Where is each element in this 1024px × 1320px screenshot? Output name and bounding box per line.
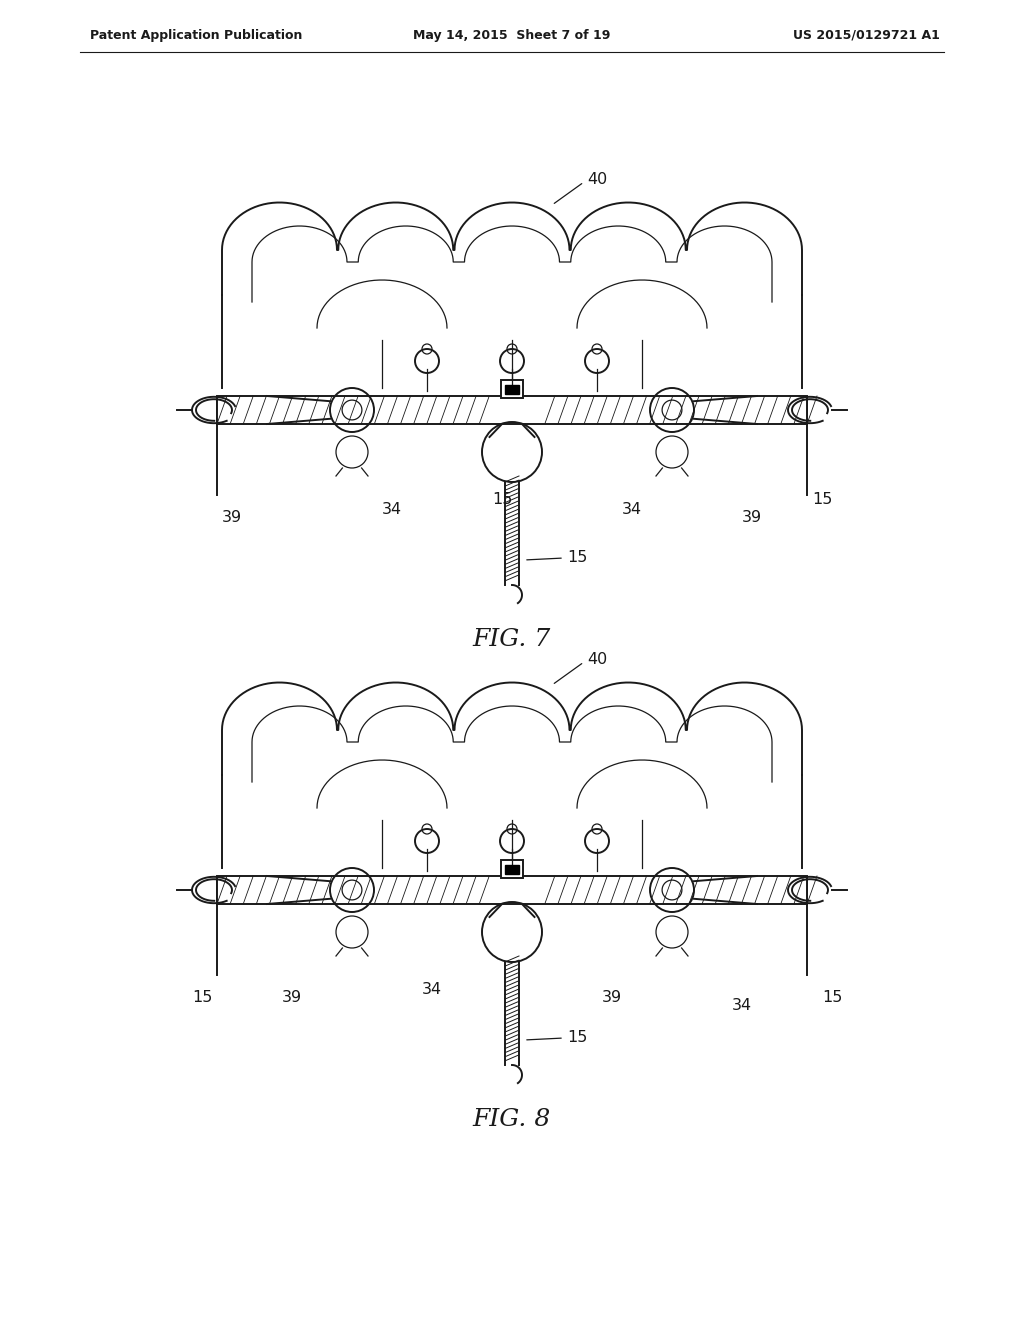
Text: 15: 15 bbox=[191, 990, 212, 1005]
Text: May 14, 2015  Sheet 7 of 19: May 14, 2015 Sheet 7 of 19 bbox=[414, 29, 610, 41]
Text: 15: 15 bbox=[812, 492, 833, 507]
Text: 15: 15 bbox=[567, 550, 588, 565]
Text: 15: 15 bbox=[822, 990, 843, 1005]
Text: 34: 34 bbox=[622, 502, 642, 517]
Text: 34: 34 bbox=[422, 982, 442, 997]
FancyBboxPatch shape bbox=[501, 861, 523, 878]
Text: 15: 15 bbox=[567, 1031, 588, 1045]
Text: 39: 39 bbox=[602, 990, 622, 1005]
Text: 34: 34 bbox=[382, 502, 402, 517]
Polygon shape bbox=[506, 385, 518, 393]
Polygon shape bbox=[506, 865, 518, 874]
Text: Patent Application Publication: Patent Application Publication bbox=[90, 29, 302, 41]
Text: 34: 34 bbox=[732, 998, 752, 1012]
Text: 39: 39 bbox=[742, 510, 762, 525]
FancyBboxPatch shape bbox=[217, 396, 807, 424]
FancyBboxPatch shape bbox=[217, 876, 807, 904]
Text: 15: 15 bbox=[492, 492, 512, 507]
Text: 40: 40 bbox=[587, 652, 607, 668]
Text: 39: 39 bbox=[282, 990, 302, 1005]
Text: FIG. 8: FIG. 8 bbox=[473, 1109, 551, 1131]
Text: FIG. 7: FIG. 7 bbox=[473, 628, 551, 652]
Text: 39: 39 bbox=[222, 510, 242, 525]
Text: 40: 40 bbox=[587, 173, 607, 187]
FancyBboxPatch shape bbox=[501, 380, 523, 399]
Text: US 2015/0129721 A1: US 2015/0129721 A1 bbox=[794, 29, 940, 41]
